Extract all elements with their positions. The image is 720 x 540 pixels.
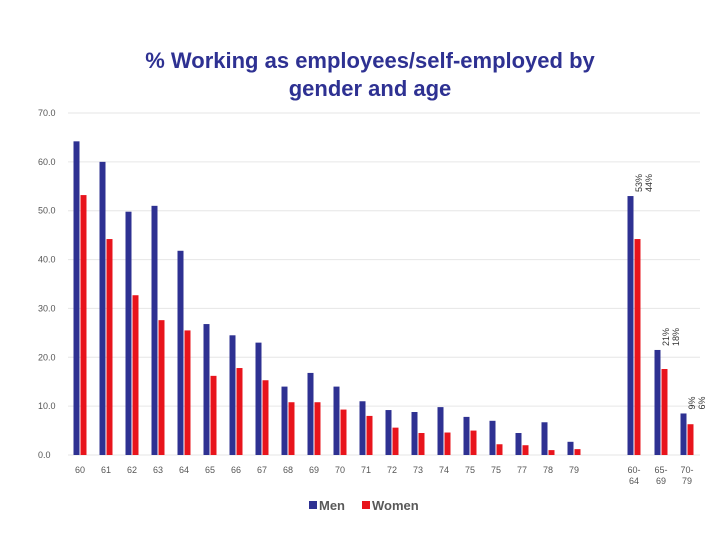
y-tick-label: 40.0 bbox=[38, 255, 56, 265]
x-tick-label: 65 bbox=[205, 465, 215, 475]
bar-women-65-69 bbox=[661, 369, 668, 455]
x-tick-label: 78 bbox=[543, 465, 553, 475]
bar-women-73 bbox=[418, 433, 425, 455]
bar-men-69 bbox=[307, 372, 314, 455]
bar-men-66 bbox=[229, 335, 236, 455]
annotations: 53% 44% 21% 18% 9% 6% bbox=[634, 174, 707, 409]
legend-label-women: Women bbox=[372, 498, 419, 513]
x-axis-labels: 60 61 62 63 64 65 66 67 68 69 70 71 72 73 74 75 75 77 78 79… bbox=[75, 465, 694, 486]
bar-men-63 bbox=[151, 205, 158, 455]
x-tick-label: 65- bbox=[654, 465, 667, 475]
bar-women-61 bbox=[106, 239, 113, 455]
bar-men-70-79 bbox=[680, 413, 687, 455]
legend-label-men: Men bbox=[319, 498, 345, 513]
x-tick-label: 68 bbox=[283, 465, 293, 475]
x-tick-label: 60- bbox=[627, 465, 640, 475]
bar-men-75 bbox=[463, 416, 470, 455]
bar-men-67 bbox=[255, 342, 262, 455]
bar-women-72 bbox=[392, 427, 399, 455]
bar-men-65-69 bbox=[654, 349, 661, 455]
bar-men-73 bbox=[411, 412, 418, 455]
annotation-label: 21% bbox=[661, 328, 671, 346]
bar-men-70 bbox=[333, 386, 340, 455]
chart-title-line-2: gender and age bbox=[289, 76, 452, 101]
y-tick-label: 60.0 bbox=[38, 157, 56, 167]
bar-women-62 bbox=[132, 295, 139, 455]
annotation-label: 9% bbox=[687, 396, 697, 409]
x-tick-label: 79 bbox=[569, 465, 579, 475]
bar-women-66 bbox=[236, 368, 243, 455]
bar-men-68 bbox=[281, 386, 288, 455]
chart-title-line-1: % Working as employees/self-employed by bbox=[145, 48, 595, 73]
x-tick-label: 70 bbox=[335, 465, 345, 475]
x-tick-label: 64 bbox=[629, 476, 639, 486]
y-tick-label: 20.0 bbox=[38, 352, 56, 362]
y-tick-label: 70.0 bbox=[38, 108, 56, 118]
annotation-label: 53% bbox=[634, 174, 644, 192]
bar-men-62 bbox=[125, 211, 132, 455]
y-tick-label: 50.0 bbox=[38, 206, 56, 216]
x-tick-label: 72 bbox=[387, 465, 397, 475]
bar-women-63 bbox=[158, 320, 165, 455]
x-tick-label: 75 bbox=[491, 465, 501, 475]
y-tick-label: 10.0 bbox=[38, 401, 56, 411]
legend-swatch-women bbox=[362, 501, 370, 509]
x-tick-label: 66 bbox=[231, 465, 241, 475]
bar-women-75 bbox=[470, 430, 477, 455]
bars bbox=[73, 141, 694, 456]
bar-men-74 bbox=[437, 407, 444, 455]
x-tick-label: 60 bbox=[75, 465, 85, 475]
legend-swatch-men bbox=[309, 501, 317, 509]
x-tick-label: 75 bbox=[465, 465, 475, 475]
bar-women-68 bbox=[288, 402, 295, 455]
bar-men-71 bbox=[359, 401, 366, 455]
x-tick-label: 70- bbox=[680, 465, 693, 475]
x-tick-label: 79 bbox=[682, 476, 692, 486]
annotation-label: 44% bbox=[644, 174, 654, 192]
x-tick-label: 64 bbox=[179, 465, 189, 475]
bar-men-76 bbox=[489, 420, 496, 455]
bar-men-64 bbox=[177, 250, 184, 455]
x-tick-label: 69 bbox=[656, 476, 666, 486]
bar-women-70 bbox=[340, 409, 347, 455]
bar-women-65 bbox=[210, 375, 217, 455]
y-tick-label: 30.0 bbox=[38, 303, 56, 313]
bar-men-77 bbox=[515, 433, 522, 455]
x-tick-label: 77 bbox=[517, 465, 527, 475]
bar-men-60-64 bbox=[627, 196, 634, 456]
x-tick-label: 71 bbox=[361, 465, 371, 475]
bar-women-78 bbox=[548, 450, 555, 455]
x-tick-label: 74 bbox=[439, 465, 449, 475]
annotation-label: 6% bbox=[697, 396, 707, 409]
annotation-label: 18% bbox=[671, 328, 681, 346]
x-tick-label: 62 bbox=[127, 465, 137, 475]
y-axis-ticks: 0.0 10.0 20.0 30.0 40.0 50.0 60.0 70.0 bbox=[38, 108, 56, 460]
x-tick-label: 61 bbox=[101, 465, 111, 475]
x-tick-label: 67 bbox=[257, 465, 267, 475]
bar-women-71 bbox=[366, 415, 373, 455]
x-tick-label: 63 bbox=[153, 465, 163, 475]
bar-men-60 bbox=[73, 141, 80, 455]
x-tick-label: 69 bbox=[309, 465, 319, 475]
bar-women-77 bbox=[522, 445, 529, 455]
bar-men-65 bbox=[203, 324, 210, 455]
bar-women-60 bbox=[80, 195, 87, 455]
bar-women-69 bbox=[314, 402, 321, 455]
bar-men-61 bbox=[99, 161, 106, 455]
bar-women-67 bbox=[262, 380, 269, 455]
bar-women-76 bbox=[496, 444, 503, 455]
bar-women-70-79 bbox=[687, 424, 694, 455]
bar-men-72 bbox=[385, 410, 392, 455]
x-tick-label: 73 bbox=[413, 465, 423, 475]
gridlines bbox=[68, 112, 700, 456]
bar-men-79 bbox=[567, 441, 574, 455]
y-tick-label: 0.0 bbox=[38, 450, 51, 460]
bar-men-78 bbox=[541, 422, 548, 455]
bar-women-74 bbox=[444, 432, 451, 455]
legend: Men Women bbox=[309, 498, 419, 513]
bar-women-60-64 bbox=[634, 239, 641, 455]
bar-women-79 bbox=[574, 449, 581, 455]
bar-women-64 bbox=[184, 330, 191, 455]
